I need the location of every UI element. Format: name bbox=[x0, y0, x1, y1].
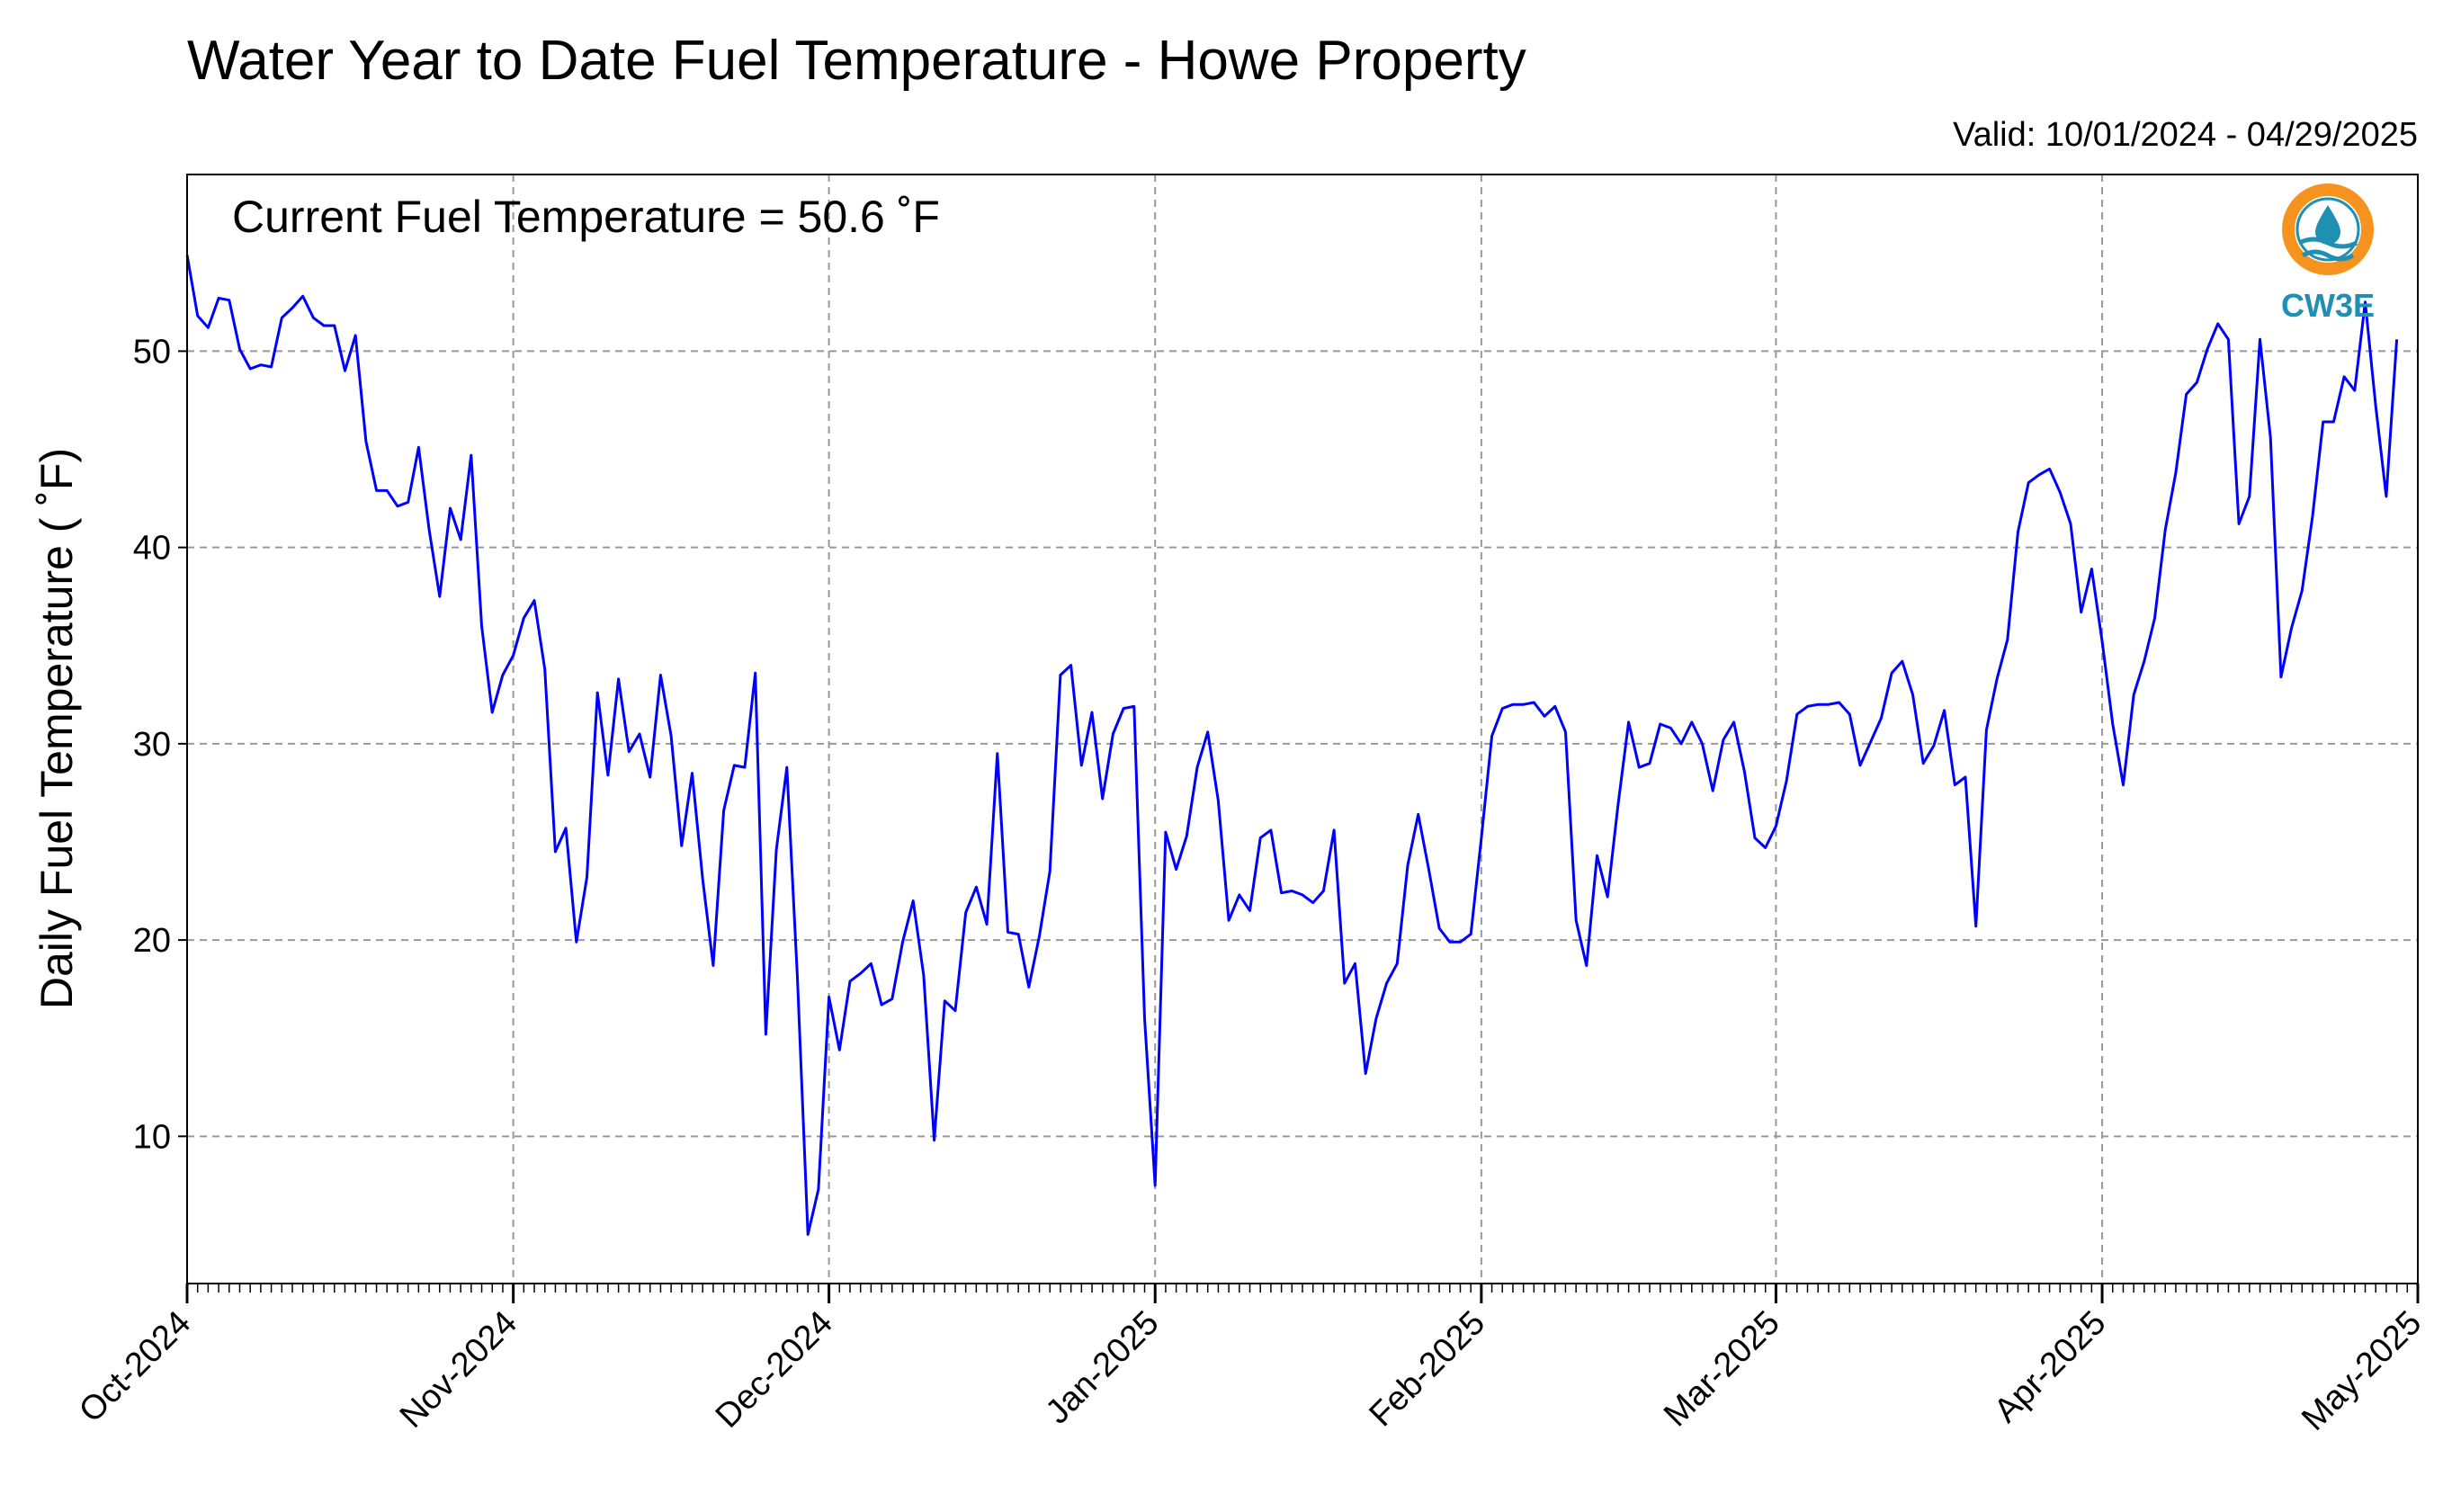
y-tick-label: 50 bbox=[133, 333, 171, 371]
y-tick-labels: 10 20 30 40 50 bbox=[133, 333, 171, 1156]
y-tick-label: 30 bbox=[133, 726, 171, 764]
x-tick-label: Oct-2024 bbox=[72, 1304, 198, 1430]
axis-major-ticks bbox=[178, 350, 2420, 1303]
x-tick-label: Jan-2025 bbox=[1039, 1304, 1167, 1432]
y-tick-label: 40 bbox=[133, 530, 171, 568]
current-temperature-annotation: Current Fuel Temperature = 50.6 ˚F bbox=[232, 192, 940, 242]
y-tick-label: 20 bbox=[133, 922, 171, 960]
x-tick-label: Nov-2024 bbox=[393, 1304, 524, 1436]
x-tick-label: Mar-2025 bbox=[1657, 1304, 1787, 1435]
x-tick-label: Feb-2025 bbox=[1363, 1304, 1493, 1435]
y-axis-label: Daily Fuel Temperature ( ˚F) bbox=[31, 448, 82, 1009]
logo-drop-icon bbox=[2315, 205, 2340, 245]
x-minor-ticks bbox=[186, 1284, 2419, 1293]
plot-frame bbox=[186, 174, 2419, 1284]
series-line bbox=[185, 255, 2399, 1236]
cw3e-logo: CW3E bbox=[2281, 183, 2375, 324]
logo-text: CW3E bbox=[2281, 287, 2375, 324]
x-tick-label: May-2025 bbox=[2295, 1304, 2429, 1438]
grid-lines bbox=[187, 174, 2418, 1284]
y-tick-label: 10 bbox=[133, 1118, 171, 1156]
x-tick-label: Dec-2024 bbox=[709, 1304, 840, 1436]
chart-subtitle: Valid: 10/01/2024 - 04/29/2025 bbox=[1953, 116, 2418, 154]
logo-ring-icon bbox=[2282, 183, 2374, 275]
chart-title: Water Year to Date Fuel Temperature - Ho… bbox=[187, 30, 1526, 92]
logo-wave-icon bbox=[2301, 249, 2355, 262]
x-tick-labels: Oct-2024 Nov-2024 Dec-2024 Jan-2025 Feb-2025… bbox=[72, 1304, 2429, 1438]
x-tick-label: Apr-2025 bbox=[1987, 1304, 2113, 1430]
